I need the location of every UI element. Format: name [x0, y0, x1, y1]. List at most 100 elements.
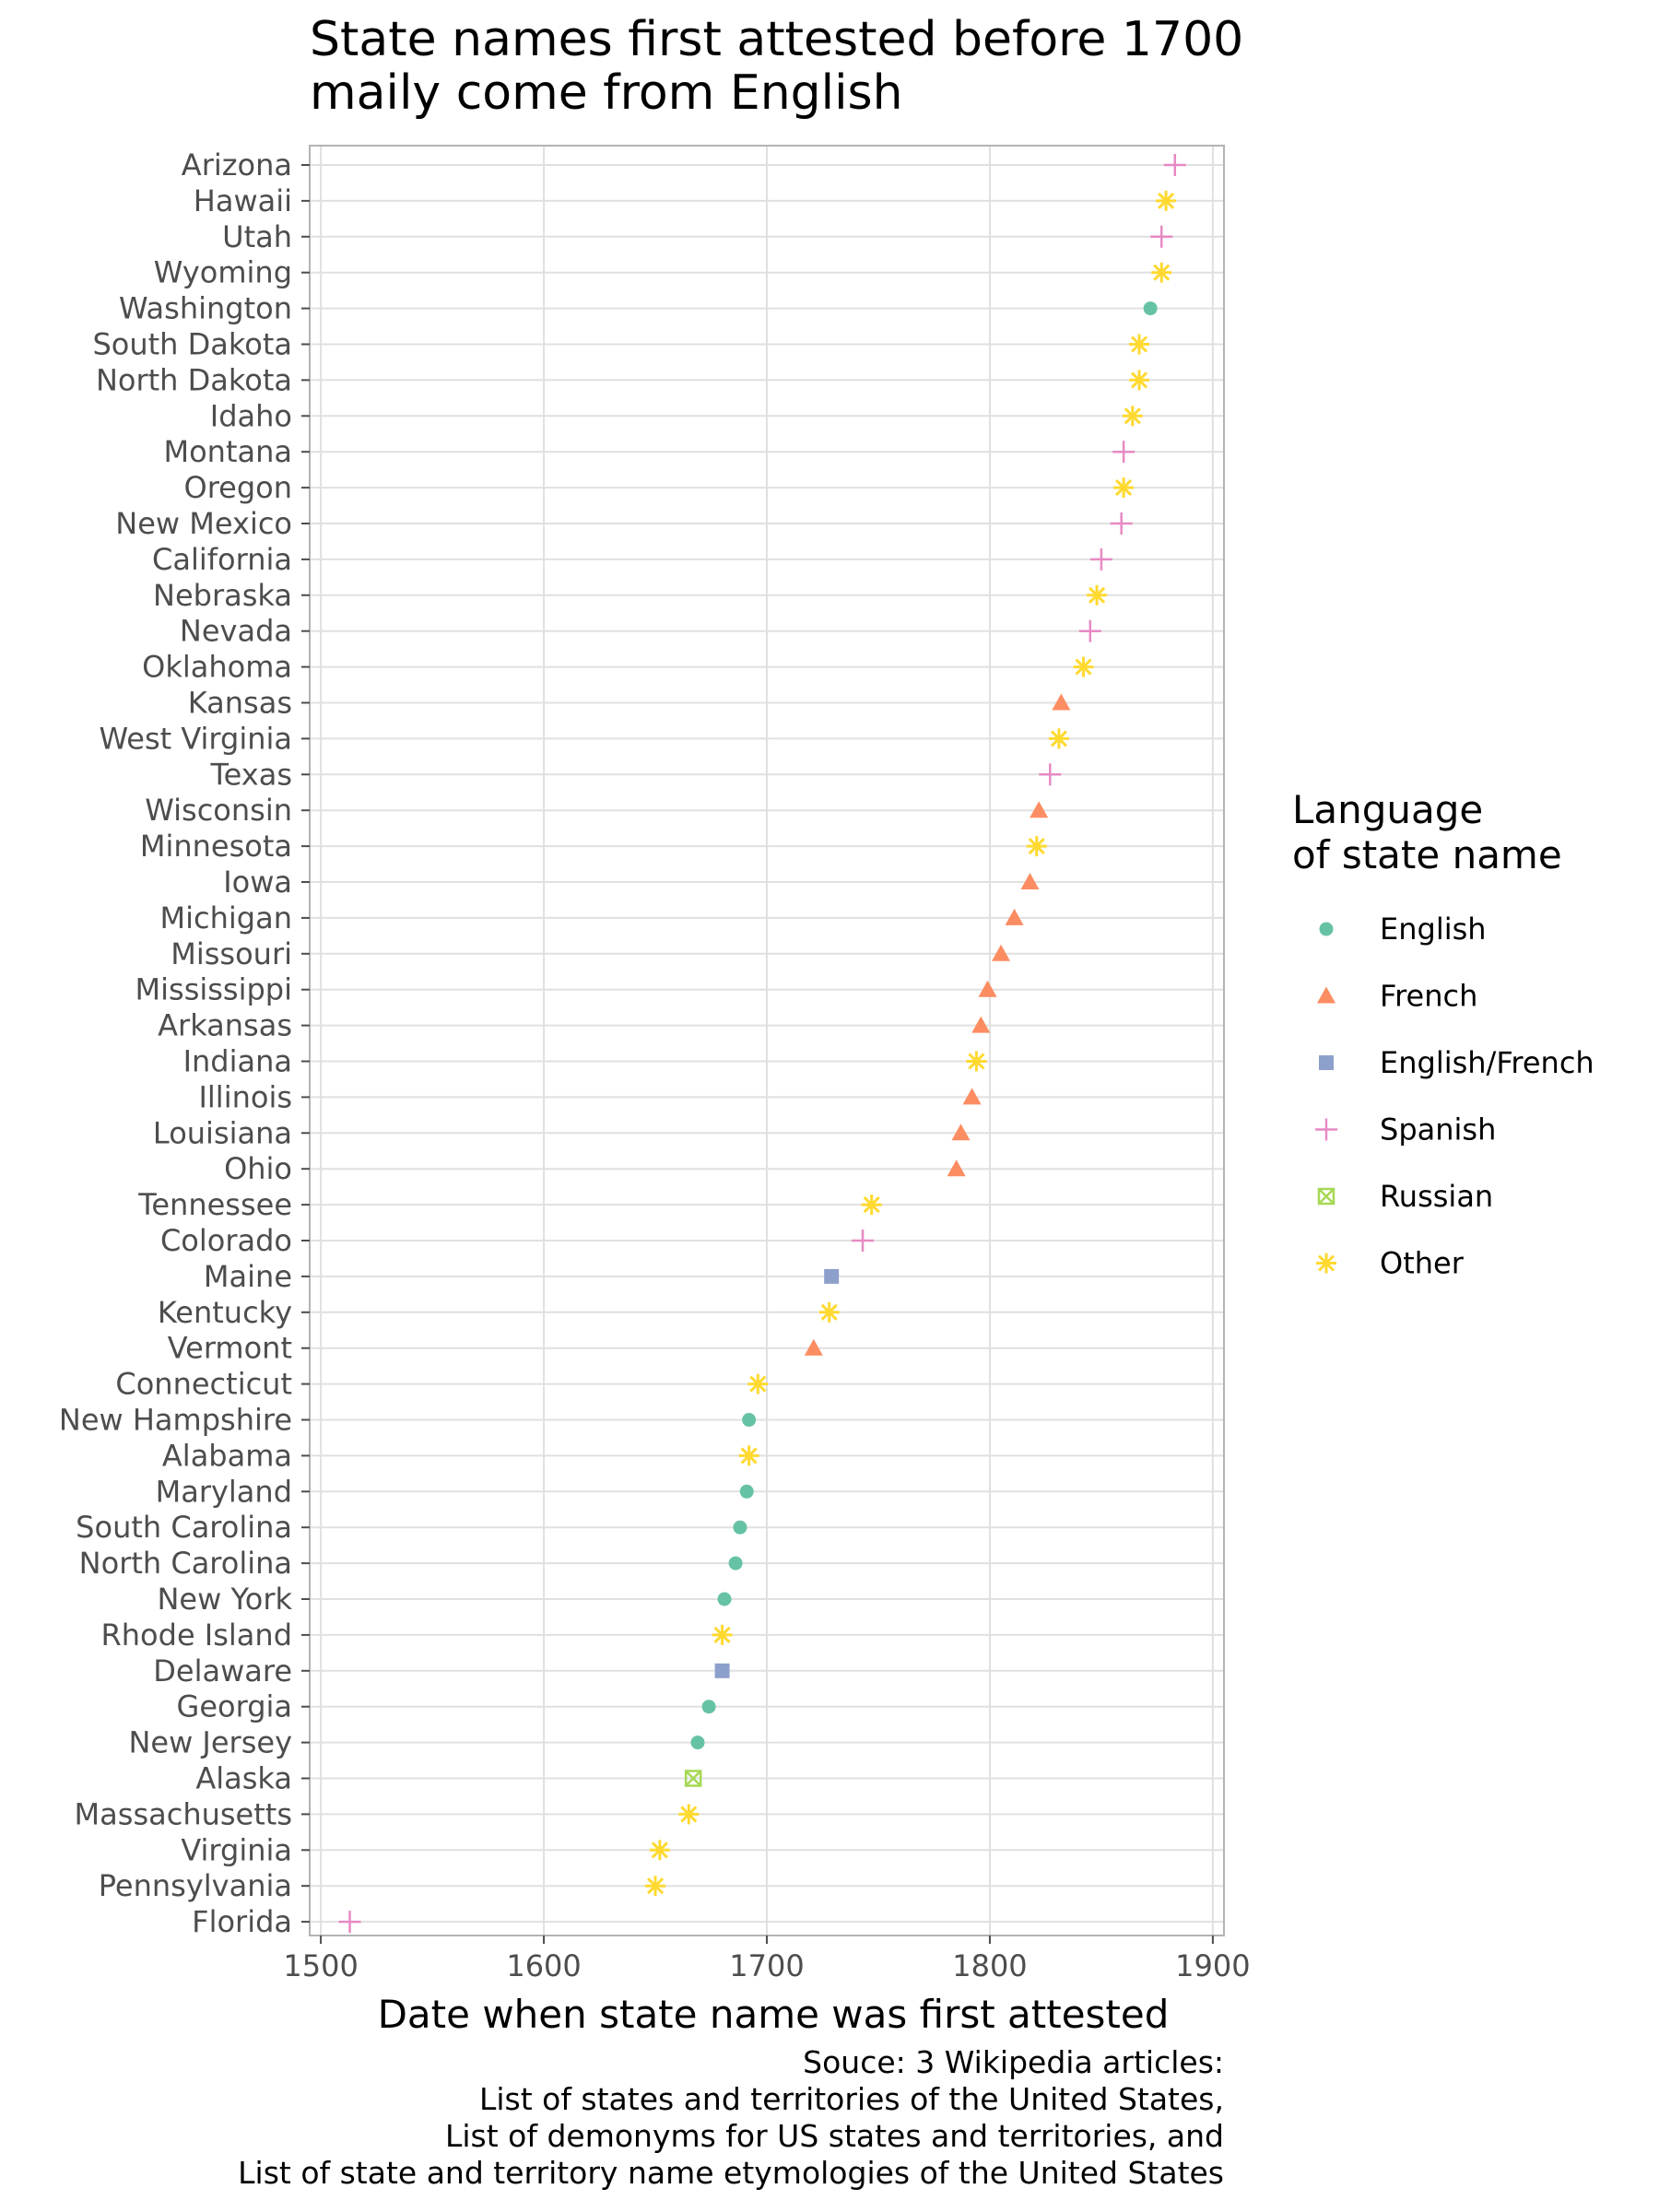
point-north-dakota	[1129, 370, 1150, 391]
point-texas	[1039, 763, 1062, 786]
y-tick-label-iowa: Iowa	[223, 865, 292, 900]
point-iowa	[1020, 873, 1040, 889]
point-nevada	[1078, 619, 1101, 642]
legend-key-english	[1319, 922, 1334, 936]
point-west-virginia	[1048, 728, 1069, 749]
y-axis-tick-labels: ArizonaHawaiiUtahWyomingWashingtonSouth …	[59, 147, 293, 1939]
caption-line-2: List of states and territories of the Un…	[479, 2081, 1224, 2117]
y-tick-label-georgia: Georgia	[177, 1689, 292, 1724]
point-colorado	[852, 1230, 875, 1252]
y-tick-label-mississippi: Mississippi	[135, 972, 292, 1007]
y-tick-label-arizona: Arizona	[182, 147, 292, 182]
y-tick-label-ohio: Ohio	[224, 1151, 292, 1186]
y-tick-label-new-hampshire: New Hampshire	[59, 1403, 292, 1438]
legend-label-english-french: English/French	[1380, 1045, 1594, 1080]
point-alabama	[738, 1445, 759, 1466]
caption-line-4: List of state and territory name etymolo…	[238, 2155, 1224, 2191]
y-tick-label-kentucky: Kentucky	[158, 1295, 292, 1330]
point-tennessee	[861, 1194, 882, 1216]
point-massachusetts	[678, 1804, 700, 1825]
point-rhode-island	[712, 1624, 733, 1645]
legend-label-russian: Russian	[1380, 1179, 1493, 1214]
point-pennsylvania	[645, 1876, 666, 1897]
point-new-hampshire	[742, 1413, 757, 1427]
x-tick-label-1500: 1500	[283, 1948, 358, 1983]
point-arkansas	[971, 1016, 991, 1033]
point-new-jersey	[690, 1735, 705, 1750]
point-california	[1089, 547, 1112, 571]
legend-title-line-1: Language	[1292, 787, 1483, 832]
x-tick-label-1900: 1900	[1175, 1948, 1250, 1983]
y-tick-label-oregon: Oregon	[184, 470, 293, 505]
point-virginia	[649, 1840, 670, 1861]
point-maine	[824, 1268, 840, 1284]
point-south-dakota	[1129, 334, 1150, 355]
y-tick-label-louisiana: Louisiana	[153, 1115, 292, 1150]
y-tick-label-connecticut: Connecticut	[115, 1367, 292, 1402]
point-louisiana	[951, 1124, 971, 1141]
y-tick-label-utah: Utah	[222, 219, 292, 254]
point-north-carolina	[728, 1556, 743, 1571]
point-nebraska	[1087, 584, 1108, 606]
y-tick-label-south-carolina: South Carolina	[76, 1510, 292, 1545]
legend: Language of state name English French Engl…	[1292, 787, 1594, 1281]
y-tick-label-kansas: Kansas	[188, 686, 292, 721]
y-tick-label-new-york: New York	[157, 1582, 292, 1617]
y-tick-label-west-virginia: West Virginia	[100, 721, 293, 756]
y-tick-label-alaska: Alaska	[195, 1761, 292, 1796]
legend-key-english-french	[1319, 1055, 1334, 1070]
axis-ticks	[301, 164, 1214, 1944]
x-tick-label-1700: 1700	[729, 1948, 804, 1983]
y-tick-label-montana: Montana	[163, 434, 292, 469]
caption-line-3: List of demonyms for US states and terri…	[445, 2118, 1224, 2154]
legend-key-other	[1316, 1253, 1336, 1274]
y-tick-label-new-jersey: New Jersey	[128, 1725, 292, 1760]
point-maryland	[739, 1484, 754, 1499]
legend-label-english: English	[1380, 912, 1487, 947]
y-tick-label-maryland: Maryland	[156, 1474, 292, 1509]
y-tick-label-delaware: Delaware	[153, 1653, 292, 1688]
point-ohio	[947, 1159, 966, 1177]
point-alaska	[684, 1770, 702, 1787]
point-minnesota	[1026, 836, 1047, 857]
legend-key-russian	[1317, 1187, 1335, 1206]
y-tick-label-virginia: Virginia	[181, 1832, 292, 1867]
legend-label-french: French	[1380, 979, 1477, 1014]
x-axis-title: Date when state name was first attested	[378, 1992, 1170, 2037]
y-tick-label-alabama: Alabama	[162, 1438, 292, 1473]
point-oklahoma	[1073, 656, 1094, 677]
point-illinois	[962, 1088, 982, 1105]
y-tick-label-north-dakota: North Dakota	[96, 362, 292, 397]
point-hawaii	[1156, 190, 1177, 211]
y-tick-label-illinois: Illinois	[198, 1079, 292, 1114]
point-oregon	[1113, 477, 1135, 499]
point-missouri	[992, 944, 1011, 961]
point-indiana	[966, 1051, 987, 1072]
point-kentucky	[818, 1301, 840, 1323]
x-tick-label-1800: 1800	[952, 1948, 1027, 1983]
y-tick-label-pennsylvania: Pennsylvania	[99, 1868, 292, 1903]
chart-title-line-1: State names first attested before 1700	[310, 12, 1243, 67]
point-wyoming	[1151, 262, 1172, 283]
y-tick-label-wisconsin: Wisconsin	[145, 793, 292, 828]
y-tick-label-hawaii: Hawaii	[194, 183, 292, 218]
caption-line-1: Souce: 3 Wikipedia articles:	[803, 2044, 1224, 2080]
point-georgia	[701, 1700, 716, 1714]
y-tick-label-texas: Texas	[210, 757, 292, 792]
y-tick-label-minnesota: Minnesota	[140, 829, 292, 864]
gridlines	[310, 146, 1224, 1936]
legend-key-french	[1317, 986, 1335, 1004]
point-idaho	[1122, 406, 1143, 427]
y-tick-label-south-dakota: South Dakota	[92, 327, 292, 362]
y-tick-label-arkansas: Arkansas	[158, 1008, 292, 1043]
y-tick-label-idaho: Idaho	[210, 398, 292, 433]
data-points	[338, 154, 1186, 1934]
y-tick-label-florida: Florida	[192, 1904, 292, 1939]
point-new-mexico	[1110, 512, 1133, 535]
point-south-carolina	[733, 1520, 747, 1535]
point-montana	[1112, 441, 1135, 464]
y-tick-label-washington: Washington	[119, 291, 292, 326]
chart-title: State names first attested before 1700 m…	[310, 12, 1243, 121]
y-tick-label-rhode-island: Rhode Island	[101, 1618, 292, 1653]
